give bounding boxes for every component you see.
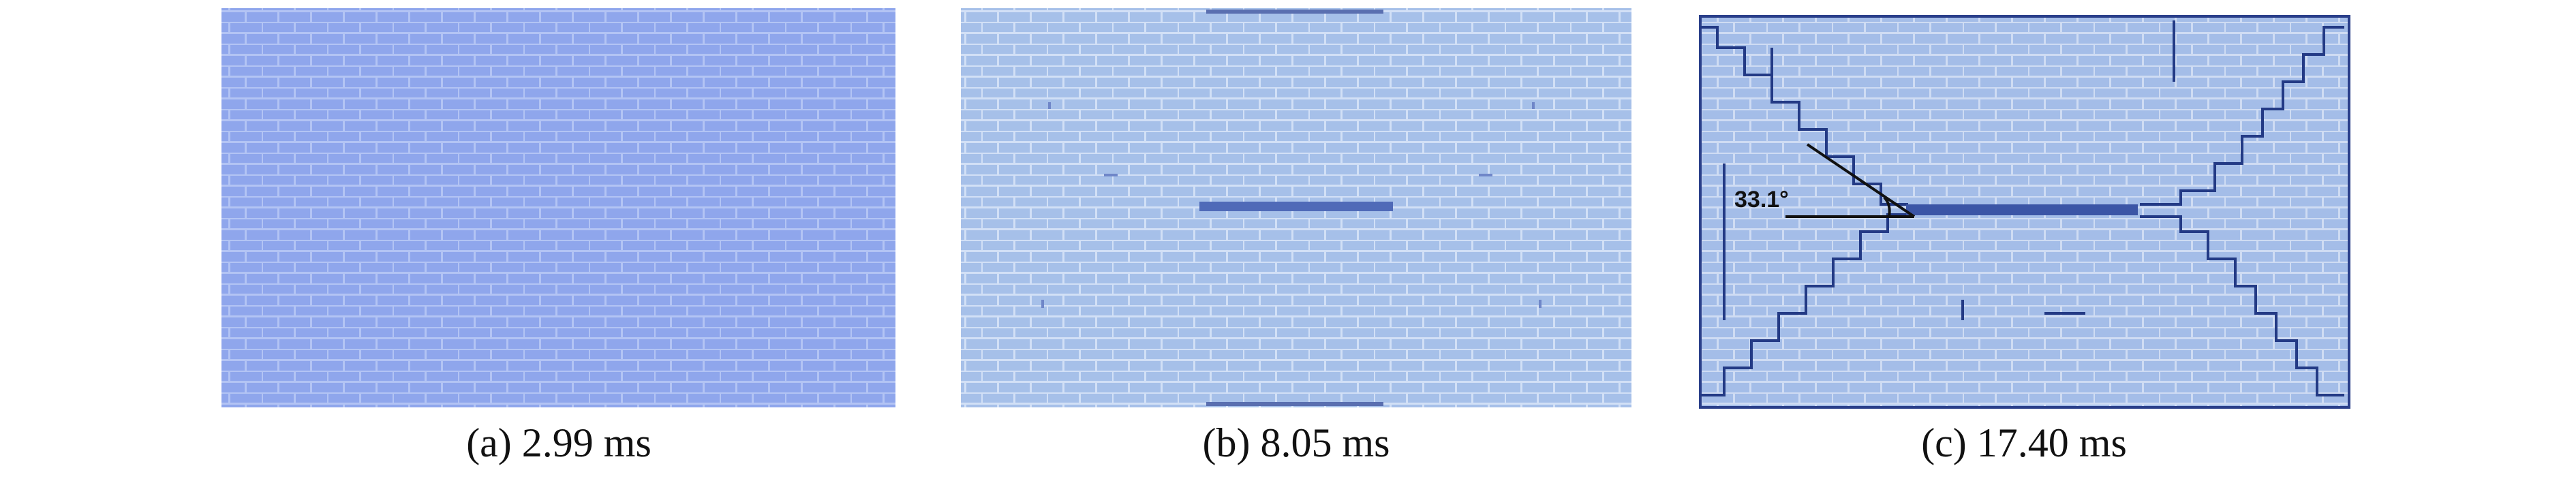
caption: (c) 17.40 ms (1921, 420, 2127, 465)
angle-marker (1785, 143, 1916, 218)
panel-a: (a) 2.99 ms (221, 8, 895, 465)
minor-cracks (1041, 102, 1542, 308)
frame (1699, 15, 2350, 409)
angle-label: 33.1° (1734, 187, 1789, 213)
edge-damage (1206, 10, 1383, 14)
panel-b: (b) 8.05 ms (961, 8, 1631, 465)
crack (1199, 202, 1393, 211)
caption: (b) 8.05 ms (1203, 420, 1390, 465)
central-crack (1906, 204, 2138, 215)
panel-c: 33.1° (c) 17.40 ms (1699, 15, 2350, 465)
edge-damage (1206, 402, 1383, 406)
caption: (a) 2.99 ms (466, 420, 651, 465)
brick-wall (221, 8, 895, 407)
